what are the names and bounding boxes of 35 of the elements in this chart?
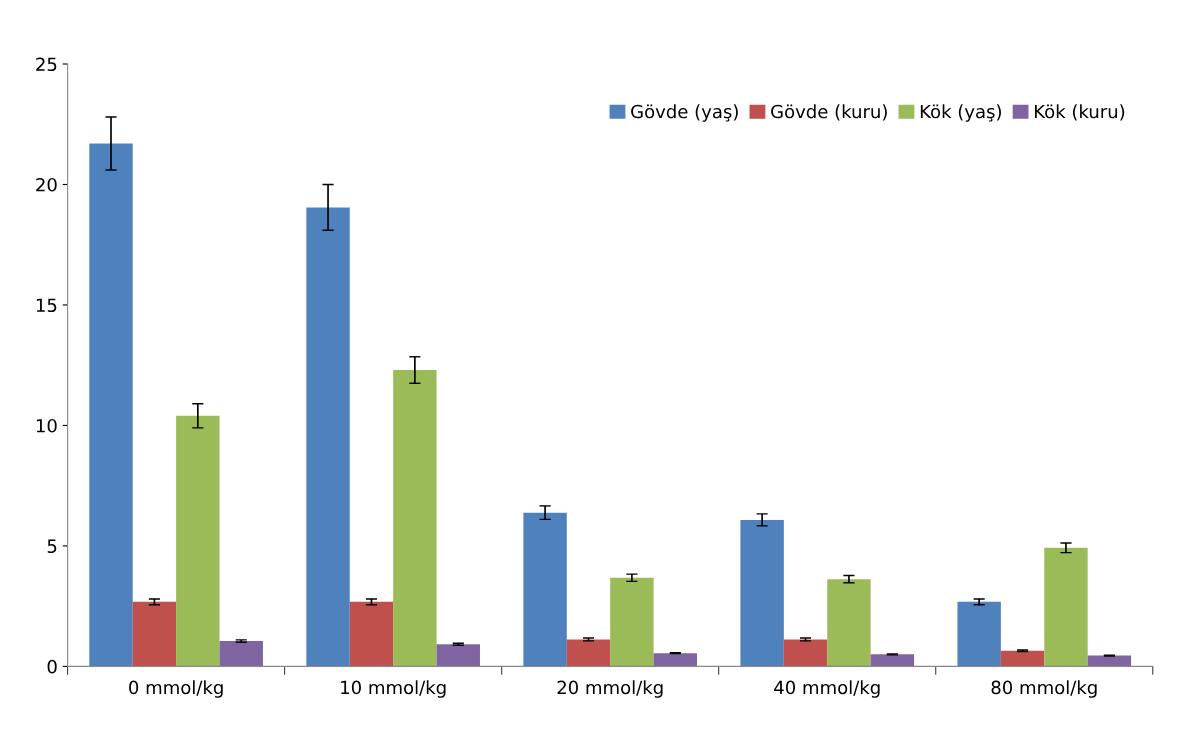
- bar: [523, 512, 567, 667]
- x-tick-label: 20 mmol/kg: [557, 680, 663, 698]
- y-tick-label: 20: [36, 177, 57, 192]
- x-tick-label: 40 mmol/kg: [774, 680, 880, 698]
- bar: [740, 519, 784, 667]
- bar: [89, 143, 133, 667]
- bar: [176, 415, 220, 667]
- bar: [1087, 655, 1132, 667]
- x-tick-label: 0 mmol/kg: [129, 680, 223, 698]
- bar: [436, 644, 480, 667]
- bar: [827, 579, 871, 667]
- y-tick-label: 0: [47, 659, 57, 674]
- legend-label: Gövde (kuru): [771, 104, 887, 121]
- bar: [306, 207, 350, 667]
- bar: [132, 601, 177, 667]
- bar: [219, 641, 263, 667]
- y-tick-label: 25: [36, 57, 57, 72]
- bar: [957, 601, 1001, 667]
- bar: [349, 601, 394, 667]
- bar: [783, 639, 828, 667]
- legend-label: Kök (yaş): [920, 104, 1001, 122]
- y-tick-label: 10: [36, 418, 57, 433]
- bar: [393, 370, 437, 667]
- legend-label: Kök (kuru): [1034, 104, 1125, 121]
- bar: [610, 577, 654, 667]
- bar: [870, 654, 915, 667]
- bar: [1044, 547, 1088, 667]
- bar: [566, 639, 611, 667]
- x-tick-label: 10 mmol/kg: [341, 680, 446, 698]
- y-tick-label: 15: [36, 298, 57, 313]
- y-tick-label: 5: [47, 539, 57, 554]
- legend-label: Gövde (yaş): [631, 104, 738, 122]
- bar: [653, 653, 698, 667]
- bar: [1000, 650, 1045, 667]
- x-tick-label: 80 mmol/kg: [991, 680, 1097, 698]
